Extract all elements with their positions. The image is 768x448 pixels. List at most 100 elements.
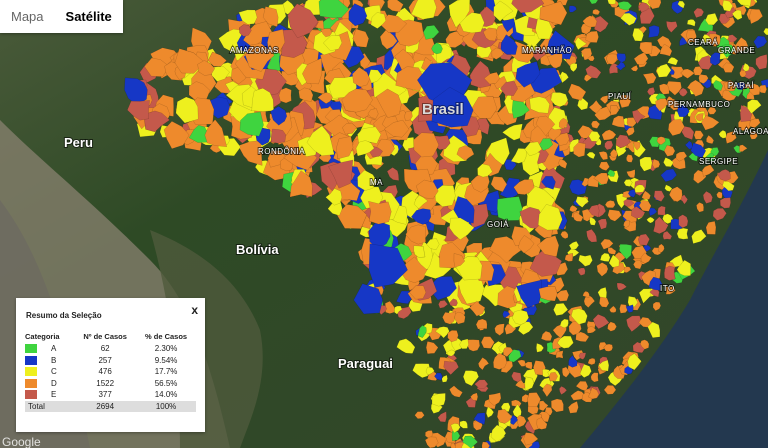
municipality [638,199,652,212]
municipality [646,87,656,96]
municipality [538,400,549,412]
municipality [501,18,516,33]
municipality [318,0,350,19]
municipality [664,184,673,192]
municipality [653,190,665,202]
municipality [251,87,274,112]
municipality [469,300,486,317]
municipality [533,46,547,62]
municipality [630,65,639,72]
municipality [583,294,596,308]
municipality [659,43,673,57]
municipality [448,0,470,28]
municipality [737,0,752,7]
municipality [516,279,543,309]
municipality [640,252,652,264]
municipality [474,379,489,389]
municipality [538,286,558,302]
municipality [592,9,601,16]
percent-cell: 14.0% [154,390,178,400]
municipality [568,5,577,13]
category-cell: D [25,378,74,390]
municipality [368,200,392,225]
municipality [648,207,658,217]
municipality [559,386,568,395]
close-button[interactable]: x [191,303,198,317]
municipality [587,357,596,365]
municipality [607,209,622,222]
municipality [383,119,410,138]
municipality [542,368,552,378]
municipality [459,420,468,429]
total-percent: 100% [136,400,196,412]
municipality [267,29,286,54]
municipality [684,140,693,150]
municipality [641,190,651,200]
municipality [607,0,616,5]
municipality [734,37,749,52]
municipality [659,83,670,95]
municipality [686,79,705,97]
municipality [511,0,545,14]
municipality [537,204,563,231]
municipality [705,152,715,162]
municipality [631,109,646,125]
state-label: CEARÁ [688,38,718,47]
municipality [175,96,199,124]
municipality [598,161,610,171]
state-label: MA [370,178,383,187]
municipality [517,235,535,254]
municipality [590,120,601,129]
municipality [443,360,459,376]
municipality [706,135,715,144]
municipality [144,57,170,77]
municipality [496,409,513,424]
municipality [749,131,758,140]
municipality [620,12,637,26]
state-label: GRANDE [718,46,755,55]
municipality [342,122,357,135]
municipality [728,34,738,43]
municipality [578,254,593,267]
municipality [302,57,323,85]
municipality [701,115,720,131]
municipality [665,286,676,295]
municipality [480,336,495,349]
municipality [690,142,707,159]
municipality [603,343,613,352]
category-cell: E [25,389,74,401]
municipality [415,179,439,200]
total-label: Total [25,400,75,412]
municipality [623,198,635,207]
municipality [470,392,479,401]
summary-row: A 62 2.30% [25,343,196,355]
municipality [589,216,597,226]
municipality [696,202,704,213]
municipality [637,1,651,13]
municipality [607,247,617,255]
municipality [612,365,626,379]
cases-cell: 1522 [96,378,115,388]
municipality [676,227,689,240]
municipality [668,118,685,137]
municipality [568,355,578,368]
category-label: A [51,344,57,354]
municipality [724,7,736,19]
municipality [568,401,579,414]
municipality [691,229,707,244]
municipality [604,200,616,209]
country-label: Brasil [422,101,464,118]
municipality [652,301,662,312]
municipality [395,66,425,92]
municipality [459,338,469,350]
municipality [424,436,439,448]
municipality [753,35,768,49]
map-tab[interactable]: Mapa [11,9,44,24]
satellite-tab[interactable]: Satélite [65,9,112,24]
municipality [396,290,413,305]
municipality [562,366,571,378]
municipality [626,117,637,128]
municipality [747,99,762,114]
municipality [325,188,343,206]
municipality [623,219,630,228]
